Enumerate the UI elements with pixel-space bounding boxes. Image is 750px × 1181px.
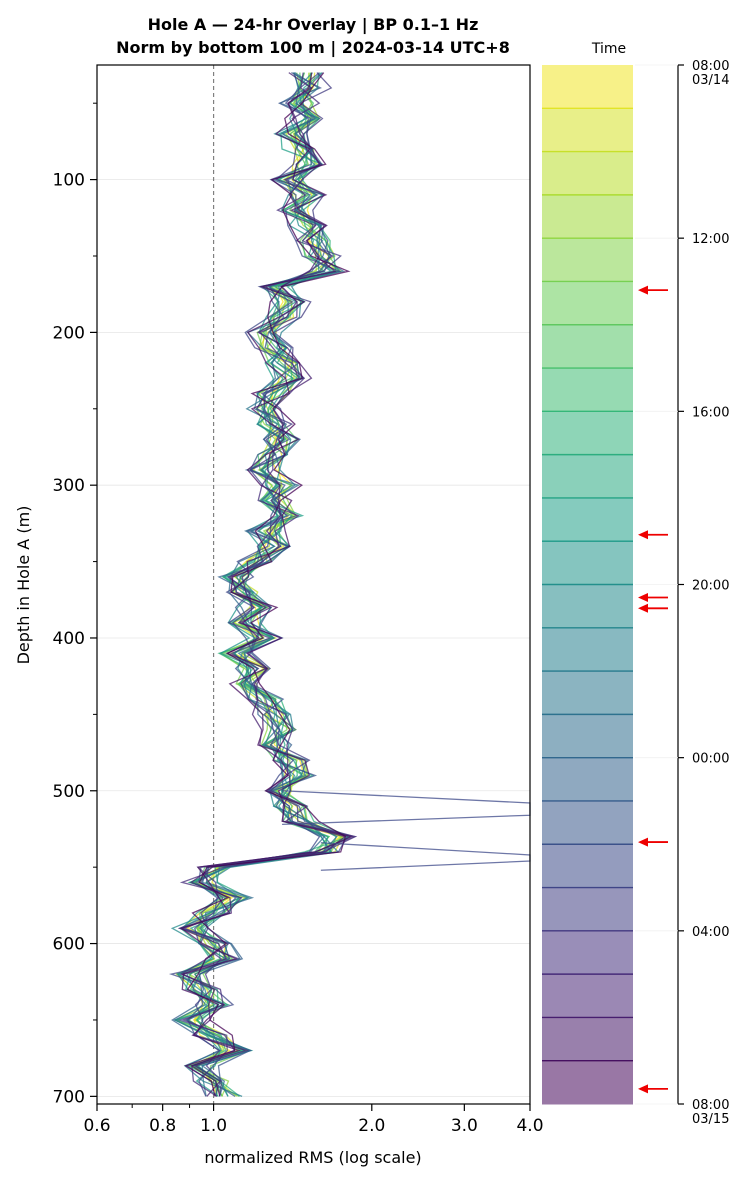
colorbar-segment: [542, 887, 633, 932]
y-gridlines: [97, 179, 530, 1097]
event-arrow-head: [638, 837, 648, 847]
colorbar-segment: [542, 324, 633, 369]
y-tick-label: 400: [53, 629, 85, 649]
x-tick-label: 3.0: [451, 1116, 478, 1136]
event-arrows: [638, 285, 668, 1094]
y-tick-label: 500: [53, 782, 85, 802]
colorbar-segment: [542, 800, 633, 845]
y-tick-label: 700: [53, 1087, 85, 1107]
time-axis: 08:0003/1412:0016:0020:0000:0004:0008:00…: [635, 59, 729, 1127]
colorbar-segment: [542, 541, 633, 585]
colorbar-label: Time: [591, 41, 626, 57]
y-axis: 100 200 300 400 500 600 700: [53, 102, 97, 1107]
time-tick-label: 20:00: [692, 579, 729, 594]
colorbar-segment: [542, 930, 633, 975]
x-tick-label: 4.0: [516, 1116, 543, 1136]
rms-trace: [184, 72, 351, 1097]
y-tick-label: 600: [53, 935, 85, 955]
event-arrow-head: [638, 592, 648, 602]
colorbar-segment: [542, 368, 633, 412]
event-arrow-head: [638, 530, 648, 540]
plot-frame: [96, 64, 531, 1105]
x-tick-label: 1.0: [200, 1116, 227, 1136]
time-tick-label: 03/15: [692, 1112, 729, 1127]
time-tick-label: 16:00: [692, 405, 729, 420]
time-tick-label: 04:00: [692, 925, 729, 940]
colorbar-segment: [542, 844, 633, 889]
rms-trace: [173, 72, 346, 1097]
colorbar-segment: [542, 627, 633, 672]
time-tick-label: 03/14: [692, 73, 729, 88]
colorbar-segment: [542, 108, 633, 153]
time-tick-label: 00:00: [692, 752, 729, 767]
y-tick-label: 100: [53, 171, 85, 191]
chart-title: Hole A — 24-hr Overlay | BP 0.1–1 Hz: [148, 15, 479, 35]
rms-traces: [168, 72, 531, 1098]
x-tick-label: 2.0: [358, 1116, 385, 1136]
x-axis: 0.6 0.8 1.0 2.0 3.0 4.0: [83, 1104, 544, 1136]
time-tick-label: 12:00: [692, 232, 729, 247]
y-tick-label: 200: [53, 323, 85, 343]
y-tick-label: 300: [53, 476, 85, 496]
x-tick-label: 0.6: [83, 1116, 110, 1136]
event-arrow-head: [638, 1084, 648, 1094]
colorbar-segment: [542, 757, 633, 802]
colorbar-segment: [542, 65, 633, 109]
colorbar-segment: [542, 1060, 633, 1105]
colorbar-segment: [542, 151, 633, 196]
colorbar-segment: [542, 584, 633, 629]
colorbar-segment: [542, 238, 633, 282]
event-arrow-head: [638, 285, 648, 295]
time-tick-label: 08:00: [692, 1098, 729, 1113]
colorbar-segment: [542, 1017, 633, 1062]
plot-area: 0.6 0.8 1.0 2.0 3.0 4.0 100 200 300 400 500 600 700: [53, 64, 544, 1136]
colorbar-segment: [542, 411, 633, 456]
colorbar-segment: [542, 194, 633, 239]
time-tick-label: 08:00: [692, 59, 729, 74]
colorbar-segment: [542, 714, 633, 759]
event-arrow-head: [638, 603, 648, 613]
colorbar-segment: [542, 974, 633, 1018]
y-axis-label: Depth in Hole A (m): [14, 506, 33, 665]
chart-subtitle: Norm by bottom 100 m | 2024-03-14 UTC+8: [116, 38, 510, 58]
rms-trace: [180, 72, 354, 1097]
colorbar-segment: [542, 454, 633, 499]
x-axis-label: normalized RMS (log scale): [204, 1148, 421, 1167]
x-tick-label: 0.8: [149, 1116, 176, 1136]
colorbar-segment: [542, 671, 633, 715]
colorbar-segment: [542, 497, 633, 542]
time-colorbar: [542, 65, 633, 1105]
colorbar-segment: [542, 281, 633, 326]
